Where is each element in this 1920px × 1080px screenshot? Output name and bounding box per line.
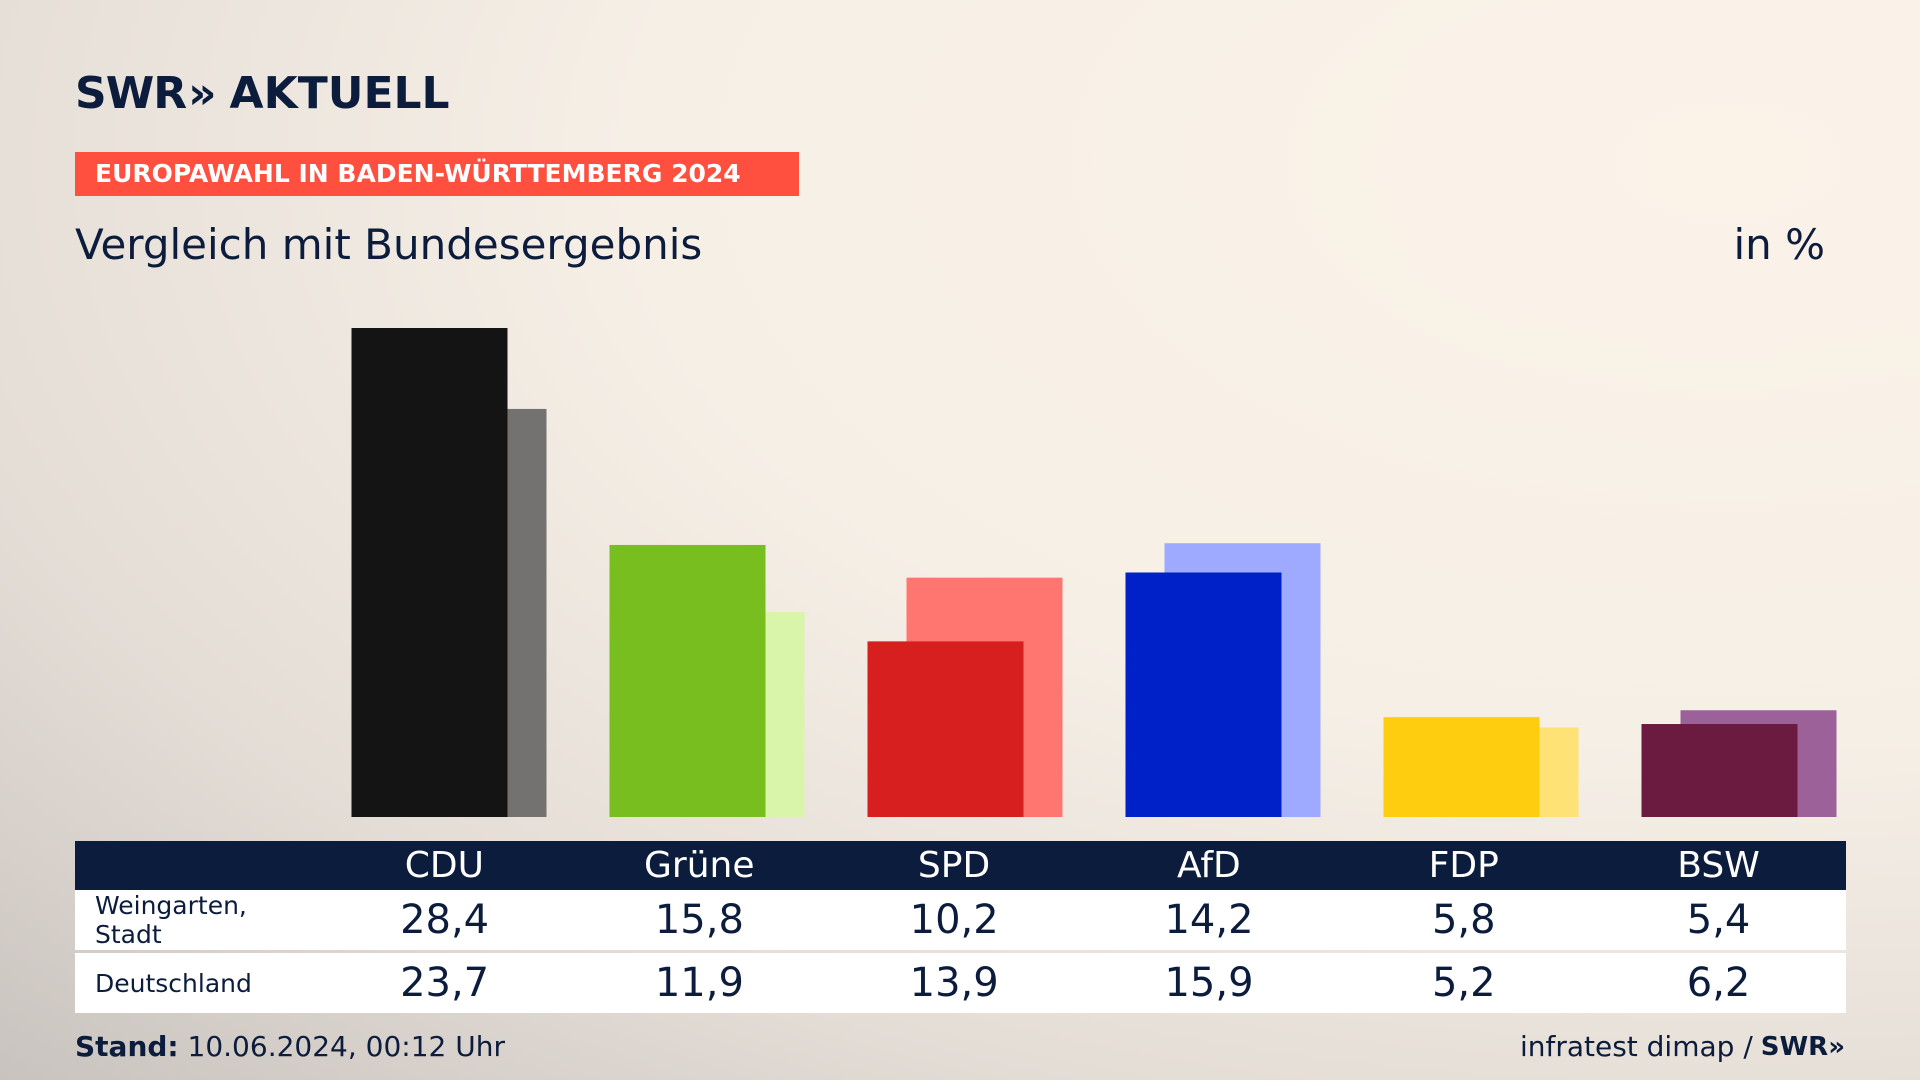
swr-small-logo: SWR» xyxy=(1760,1031,1845,1062)
logo-swr-text: SWR xyxy=(75,68,187,119)
bar-weingarten-fdp xyxy=(1383,717,1540,817)
party-label-spd: SPD xyxy=(917,845,991,886)
chart-subtitle: Vergleich mit Bundesergebnis xyxy=(75,220,703,269)
value-deutschland-spd: 13,9 xyxy=(909,960,999,1006)
bar-weingarten-cdu xyxy=(351,328,508,817)
logo-aktuell-text: AKTUELL xyxy=(229,68,450,119)
party-header-row: CDU Grüne SPD AfD FDP BSW xyxy=(75,841,1846,890)
election-banner: EUROPAWAHL IN BADEN-WÜRTTEMBERG 2024 xyxy=(75,152,799,196)
source-text: infratest dimap / xyxy=(1519,1030,1753,1063)
table-row: Weingarten, Stadt 28,4 15,8 10,2 14,2 5,8 5,4 xyxy=(75,890,1846,950)
value-weingarten-afd: 14,2 xyxy=(1164,897,1254,943)
value-weingarten-cdu: 28,4 xyxy=(400,897,490,943)
value-weingarten-grüne: 15,8 xyxy=(654,897,744,943)
row-label: Weingarten, Stadt xyxy=(95,891,247,949)
table-row: Deutschland 23,7 11,9 13,9 15,9 5,2 6,2 xyxy=(75,953,1846,1013)
party-label-afd: AfD xyxy=(1177,845,1241,886)
source-credit: infratest dimap / SWR» xyxy=(1520,1030,1845,1063)
bar-weingarten-grüne xyxy=(609,544,766,817)
party-label-grüne: Grüne xyxy=(644,845,755,886)
stand-label: Stand: xyxy=(75,1030,179,1063)
value-deutschland-afd: 15,9 xyxy=(1164,960,1254,1006)
value-weingarten-fdp: 5,8 xyxy=(1431,897,1496,943)
value-deutschland-bsw: 6,2 xyxy=(1686,960,1751,1006)
timestamp: Stand: 10.06.2024, 00:12 Uhr xyxy=(75,1030,505,1063)
value-weingarten-bsw: 5,4 xyxy=(1686,897,1751,943)
swr-aktuell-logo: SWR» AKTUELL xyxy=(75,68,450,119)
bar-weingarten-spd xyxy=(867,641,1024,817)
party-label-cdu: CDU xyxy=(404,845,485,886)
bar-weingarten-afd xyxy=(1125,572,1282,817)
party-label-bsw: BSW xyxy=(1677,845,1760,886)
bar-weingarten-bsw xyxy=(1641,724,1798,817)
results-table: CDU Grüne SPD AfD FDP BSW Weingarten, Stadt 2… xyxy=(75,841,1846,1013)
value-deutschland-cdu: 23,7 xyxy=(400,960,490,1006)
value-weingarten-spd: 10,2 xyxy=(909,897,999,943)
party-label-fdp: FDP xyxy=(1428,845,1499,886)
row-label: Deutschland xyxy=(95,968,252,998)
value-deutschland-grüne: 11,9 xyxy=(654,960,744,1006)
unit-label: in % xyxy=(1733,220,1825,269)
stand-value: 10.06.2024, 00:12 Uhr xyxy=(187,1030,505,1063)
value-deutschland-fdp: 5,2 xyxy=(1431,960,1496,1006)
logo-arrows-icon: » xyxy=(188,68,216,119)
bar-chart xyxy=(351,328,1837,817)
